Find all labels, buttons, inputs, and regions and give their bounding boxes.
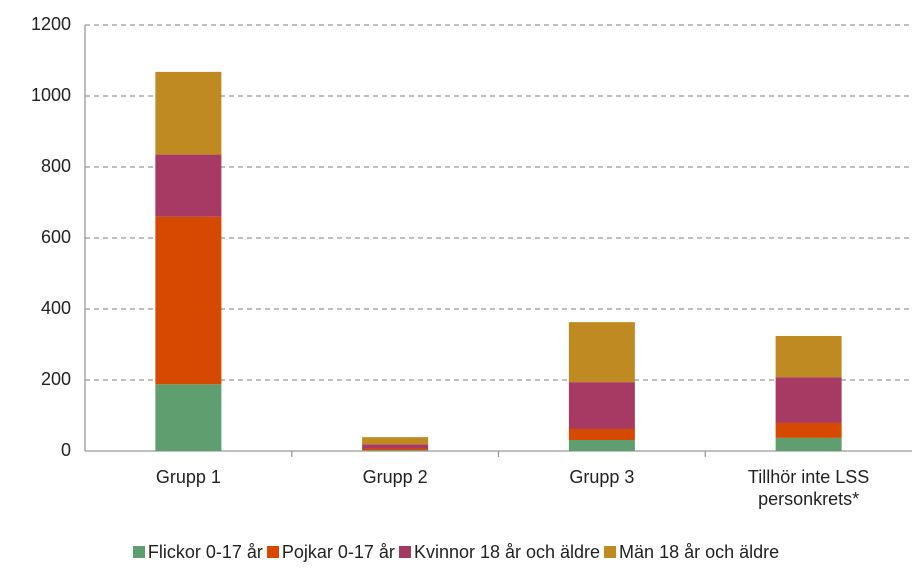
y-tick-label: 1200 (31, 14, 71, 34)
legend: Flickor 0-17 år Pojkar 0-17 år Kvinnor 18 … (0, 542, 912, 563)
bar-segment (775, 335, 842, 378)
legend-label: Män 18 år och äldre (619, 542, 780, 562)
x-tick-label: Tillhör inte LSS personkrets* (747, 467, 870, 509)
y-tick-label: 200 (41, 369, 71, 389)
y-tick-label: 800 (41, 156, 71, 176)
legend-item: Kvinnor 18 år och äldre (398, 542, 601, 563)
x-tick-label: Grupp 2 (362, 467, 428, 487)
legend-item: Män 18 år och äldre (604, 542, 779, 563)
bar-segment (155, 154, 222, 217)
legend-label: Pojkar 0-17 år (281, 542, 395, 562)
y-tick-label: 1000 (31, 85, 71, 105)
legend-label: Kvinnor 18 år och äldre (413, 542, 601, 562)
bar-segment (362, 444, 429, 449)
y-tick-label: 0 (61, 440, 71, 460)
legend-swatch (132, 546, 145, 558)
bar-segment (775, 377, 842, 423)
y-tick-label: 400 (41, 298, 71, 318)
legend-swatch (604, 546, 617, 558)
bar-segment (775, 422, 842, 438)
x-tick-label: Grupp 3 (569, 467, 635, 487)
bar-segment (568, 322, 635, 383)
bar-segment (155, 216, 222, 385)
legend-item: Pojkar 0-17 år (266, 542, 395, 563)
bar-segment (362, 448, 429, 451)
bar-segment (568, 428, 635, 440)
bar-segment (362, 437, 429, 445)
legend-item: Flickor 0-17 år (132, 542, 263, 563)
bar-segment (568, 382, 635, 429)
bar-segment (775, 437, 842, 451)
legend-label: Flickor 0-17 år (147, 542, 263, 562)
y-tick-label: 600 (41, 227, 71, 247)
legend-swatch (398, 546, 411, 558)
x-tick-label: Grupp 1 (155, 467, 221, 487)
bar-segment (362, 450, 429, 451)
legend-swatch (266, 546, 279, 558)
bar-segment (568, 439, 635, 451)
bar-segment (155, 384, 222, 451)
bar-segment (155, 71, 222, 155)
